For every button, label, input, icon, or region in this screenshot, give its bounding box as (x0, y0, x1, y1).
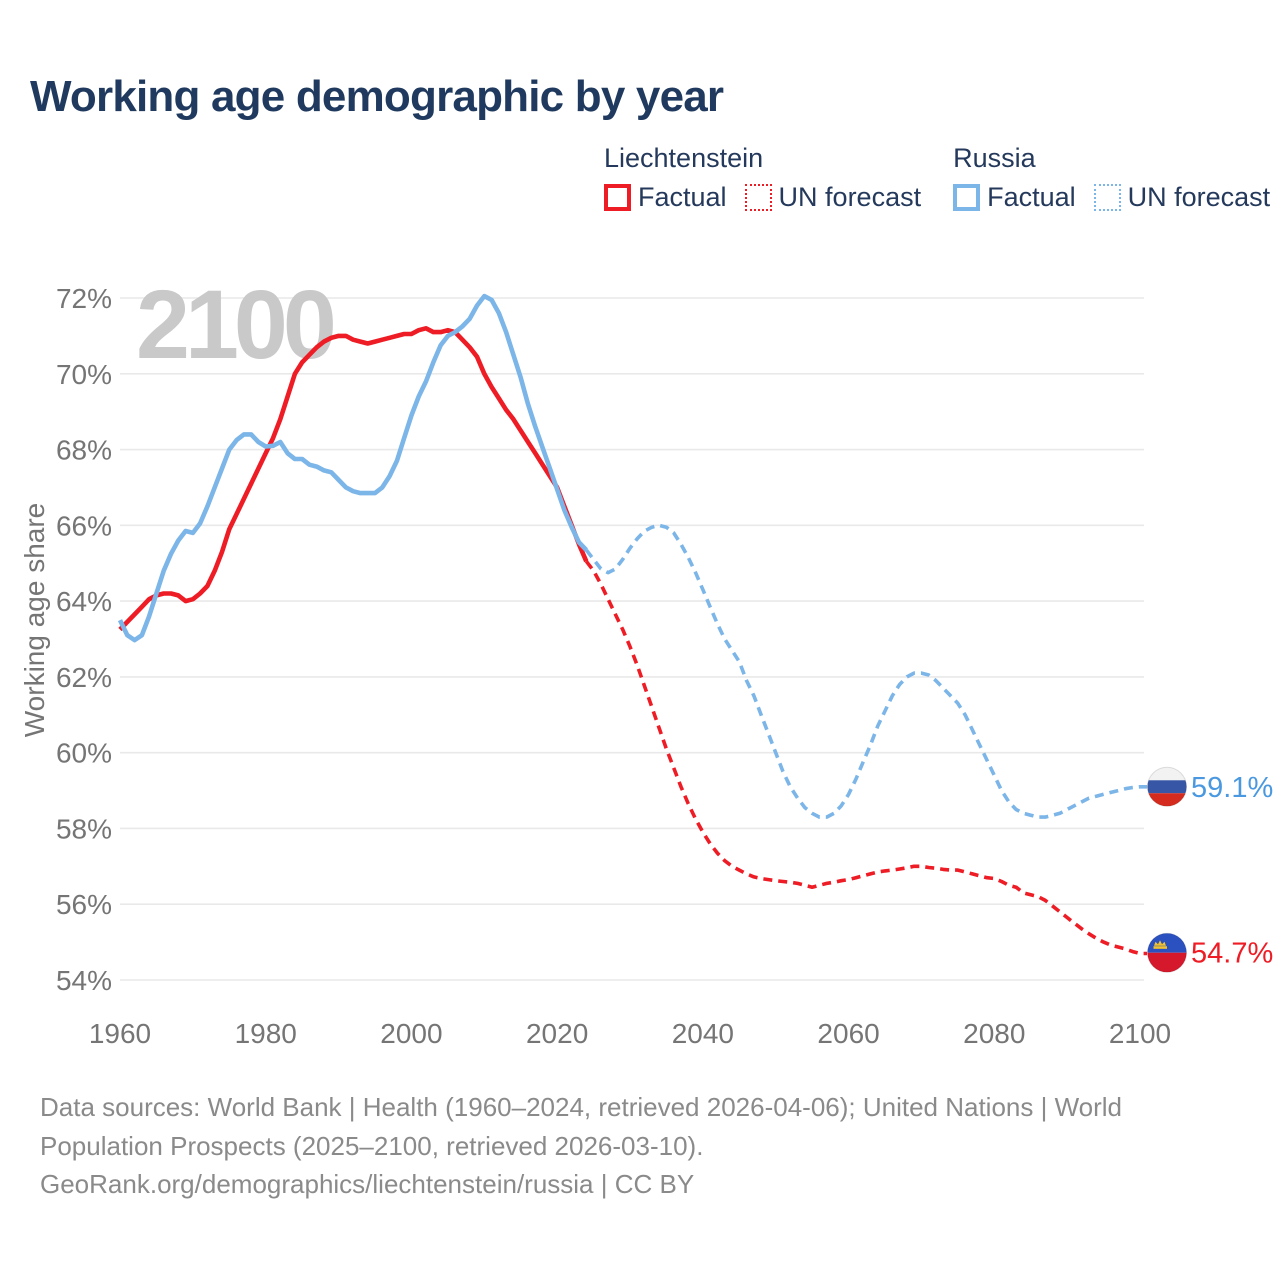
flag-liechtenstein-icon (1147, 933, 1187, 973)
y-tick-label: 54% (56, 965, 112, 996)
x-tick-label: 1960 (89, 1018, 151, 1049)
y-axis-title: Working age share (19, 503, 50, 738)
flag-ring (1147, 766, 1187, 807)
y-tick-label: 64% (56, 586, 112, 617)
legend-item-liechtenstein-forecast: UN forecast (744, 182, 922, 213)
y-tick-label: 58% (56, 813, 112, 844)
legend-swatch-dotted-blue-icon (1093, 184, 1121, 211)
flag-russia-icon (1147, 767, 1187, 807)
legend-country-label: Liechtenstein (604, 143, 764, 173)
flag-ring (1147, 932, 1187, 973)
x-tick-label: 2100 (1109, 1018, 1171, 1049)
series-path-liechtenstein_factual (118, 326, 589, 632)
end-value-label-liechtenstein: 54.7% (1191, 938, 1273, 970)
legend-swatch-solid-red-icon (604, 184, 631, 211)
x-tick-label: 2040 (672, 1018, 734, 1049)
legend-group-russia: Russia Factual UN forecast (953, 142, 1270, 213)
footer: Data sources: World Bank | Health (1960–… (40, 1088, 1220, 1204)
legend-item-label: UN forecast (778, 182, 922, 212)
legend-swatch-dotted-red-icon (744, 184, 772, 211)
legend-item-label: Factual (638, 182, 727, 212)
y-tick-label: 66% (56, 510, 112, 541)
legend-item-label: Factual (987, 182, 1076, 212)
legend-country-label: Russia (953, 143, 1036, 173)
y-tick-label: 60% (56, 738, 112, 769)
legend: Liechtenstein Factual UN forecast Russia… (604, 142, 1270, 213)
crown-icon (1154, 940, 1166, 946)
legend-item-russia-forecast: UN forecast (1093, 182, 1271, 213)
y-tick-label: 56% (56, 889, 112, 920)
series-path-liechtenstein_forecast (584, 560, 1147, 956)
footer-data-sources-line: Data sources: World Bank | Health (1960–… (40, 1092, 1123, 1122)
end-value-label-russia: 59.1% (1191, 772, 1273, 804)
page-title: Working age demographic by year (30, 72, 724, 121)
legend-swatch-solid-blue-icon (953, 184, 981, 211)
legend-item-liechtenstein-factual: Factual (604, 182, 727, 213)
series-path-russia_factual (117, 293, 588, 643)
x-tick-label: 2000 (380, 1018, 442, 1049)
legend-group-liechtenstein: Liechtenstein Factual UN forecast (604, 142, 921, 213)
legend-item-label: UN forecast (1127, 182, 1271, 212)
x-tick-label: 2060 (817, 1018, 879, 1049)
y-tick-label: 70% (56, 359, 112, 390)
y-tick-label: 72% (56, 283, 112, 314)
x-tick-label: 2020 (526, 1018, 588, 1049)
x-tick-label: 2080 (963, 1018, 1025, 1049)
series-path-russia_forecast (584, 523, 1147, 819)
footer-attribution-line: GeoRank.org/demographics/liechtenstein/r… (40, 1169, 695, 1199)
legend-item-russia-factual: Factual (953, 182, 1076, 213)
x-tick-label: 1980 (235, 1018, 297, 1049)
footer-data-sources-line: Population Prospects (2025–2100, retriev… (40, 1130, 704, 1161)
y-tick-label: 68% (56, 435, 112, 466)
y-tick-label: 62% (56, 662, 112, 693)
